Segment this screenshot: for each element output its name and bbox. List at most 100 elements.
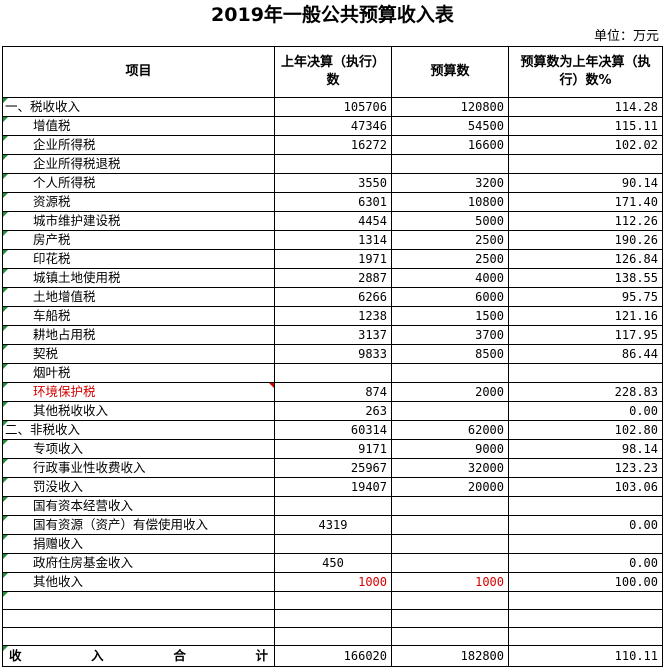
row-name: 土地增值税 <box>2 287 275 307</box>
row-name: 国有资本经营收入 <box>2 496 275 516</box>
table-row: 专项收入 9171 9000 98.14 <box>2 439 663 459</box>
row-name: 企业所得税退税 <box>2 154 275 174</box>
row-name: 资源税 <box>2 192 275 212</box>
table-row: 行政事业性收费收入 25967 32000 123.23 <box>2 458 663 478</box>
table-row: 车船税 1238 1500 121.16 <box>2 306 663 326</box>
row-name: 二、非税收入 <box>2 420 275 440</box>
row-budget: 5000 <box>391 211 509 231</box>
table-row: 城市维护建设税 4454 5000 112.26 <box>2 211 663 231</box>
total-prev: 166020 <box>274 645 392 667</box>
row-budget: 3200 <box>391 173 509 193</box>
row-budget <box>391 553 509 573</box>
total-row: 收 入 合 计 166020 182800 110.11 <box>2 645 663 667</box>
row-budget <box>391 154 509 174</box>
row-ratio: 0.00 <box>508 401 663 421</box>
total-char: 入 <box>91 648 104 663</box>
row-ratio: 228.83 <box>508 382 663 402</box>
table-row: 房产税 1314 2500 190.26 <box>2 230 663 250</box>
row-budget <box>391 515 509 535</box>
table-row: 政府住房基金收入 450 0.00 <box>2 553 663 573</box>
row-prev <box>274 154 392 174</box>
row-budget: 9000 <box>391 439 509 459</box>
row-budget <box>391 363 509 383</box>
row-ratio: 95.75 <box>508 287 663 307</box>
row-budget: 3700 <box>391 325 509 345</box>
page-title: 2019年一般公共预算收入表 <box>211 4 454 26</box>
table-row: 其他税收收入 263 0.00 <box>2 401 663 421</box>
table-row: 城镇土地使用税 2887 4000 138.55 <box>2 268 663 288</box>
row-prev: 16272 <box>274 135 392 155</box>
row-ratio: 117.95 <box>508 325 663 345</box>
row-ratio: 126.84 <box>508 249 663 269</box>
empty-cell <box>508 591 663 610</box>
total-budget: 182800 <box>391 645 509 667</box>
table-row: 一、税收收入 105706 120800 114.28 <box>2 97 663 117</box>
budget-table: 项目 上年决算（执行）数 预算数 预算数为上年决算（执行）数% 一、税收收入 1… <box>2 46 663 667</box>
row-ratio: 102.80 <box>508 420 663 440</box>
empty-cell <box>508 609 663 628</box>
row-prev: 105706 <box>274 97 392 117</box>
row-ratio: 115.11 <box>508 116 663 136</box>
table-row: 捐赠收入 <box>2 534 663 554</box>
empty-cell <box>2 591 275 610</box>
row-prev: 60314 <box>274 420 392 440</box>
row-name: 城镇土地使用税 <box>2 268 275 288</box>
row-name: 企业所得税 <box>2 135 275 155</box>
table-row: 资源税 6301 10800 171.40 <box>2 192 663 212</box>
table-row: 契税 9833 8500 86.44 <box>2 344 663 364</box>
row-budget: 4000 <box>391 268 509 288</box>
table-row: 环境保护税 874 2000 228.83 <box>2 382 663 402</box>
total-char: 收 <box>9 648 22 663</box>
row-budget: 20000 <box>391 477 509 497</box>
row-name: 契税 <box>2 344 275 364</box>
row-name: 印花税 <box>2 249 275 269</box>
empty-cell <box>391 591 509 610</box>
row-prev: 263 <box>274 401 392 421</box>
header-budget: 预算数 <box>391 46 509 98</box>
row-ratio: 0.00 <box>508 515 663 535</box>
row-prev: 874 <box>274 382 392 402</box>
table-row: 土地增值税 6266 6000 95.75 <box>2 287 663 307</box>
row-prev: 1238 <box>274 306 392 326</box>
table-row: 罚没收入 19407 20000 103.06 <box>2 477 663 497</box>
row-budget <box>391 401 509 421</box>
row-ratio <box>508 496 663 516</box>
row-ratio: 123.23 <box>508 458 663 478</box>
row-budget: 32000 <box>391 458 509 478</box>
row-prev: 3137 <box>274 325 392 345</box>
table-row: 其他收入 1000 1000 100.00 <box>2 572 663 592</box>
header-item: 项目 <box>2 46 275 98</box>
row-prev: 450 <box>274 553 392 573</box>
row-name: 烟叶税 <box>2 363 275 383</box>
empty-row <box>2 627 663 646</box>
row-name: 其他收入 <box>2 572 275 592</box>
row-ratio: 98.14 <box>508 439 663 459</box>
row-budget: 1500 <box>391 306 509 326</box>
row-name: 耕地占用税 <box>2 325 275 345</box>
table-row: 国有资本经营收入 <box>2 496 663 516</box>
total-char: 合 <box>173 648 186 663</box>
empty-cell <box>2 609 275 628</box>
row-prev: 1314 <box>274 230 392 250</box>
row-prev: 4319 <box>274 515 392 535</box>
row-ratio: 190.26 <box>508 230 663 250</box>
row-budget: 6000 <box>391 287 509 307</box>
row-budget: 2000 <box>391 382 509 402</box>
empty-cell <box>2 627 275 646</box>
empty-cell <box>274 591 392 610</box>
row-prev: 25967 <box>274 458 392 478</box>
row-ratio: 103.06 <box>508 477 663 497</box>
row-name: 捐赠收入 <box>2 534 275 554</box>
row-ratio: 138.55 <box>508 268 663 288</box>
total-ratio: 110.11 <box>508 645 663 667</box>
table-body: 一、税收收入 105706 120800 114.28 增值税 47346 54… <box>2 97 663 667</box>
row-budget: 1000 <box>391 572 509 592</box>
row-prev: 4454 <box>274 211 392 231</box>
row-name: 个人所得税 <box>2 173 275 193</box>
row-budget <box>391 534 509 554</box>
row-name: 专项收入 <box>2 439 275 459</box>
total-char: 计 <box>255 648 268 663</box>
row-prev: 19407 <box>274 477 392 497</box>
row-budget: 62000 <box>391 420 509 440</box>
row-name: 其他税收收入 <box>2 401 275 421</box>
